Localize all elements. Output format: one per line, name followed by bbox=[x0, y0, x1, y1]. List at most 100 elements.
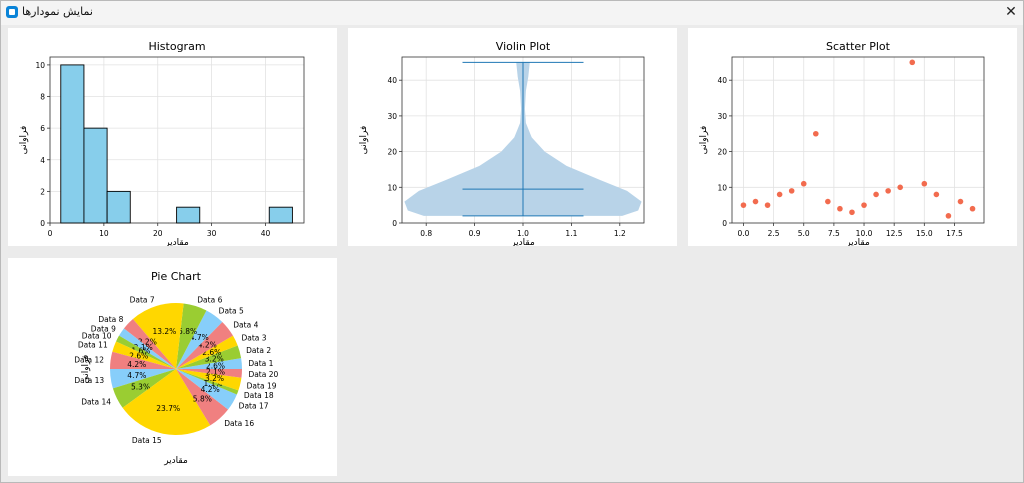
scatter-point bbox=[969, 205, 976, 212]
pie-slice-label: Data 15 bbox=[132, 436, 162, 445]
window-title: نمایش نمودارها bbox=[22, 5, 93, 18]
x-axis-label: مقادیر bbox=[845, 238, 870, 246]
pie-slice-label: Data 12 bbox=[74, 355, 104, 364]
x-tick-label: 1.2 bbox=[614, 229, 626, 238]
scatter-point bbox=[752, 198, 759, 205]
pie-slice bbox=[116, 335, 176, 369]
histogram-panel: Histogram 0 10 20 30 40 0 2 4 6 8 10 مقادیر فراوانی bbox=[8, 28, 337, 246]
close-button[interactable]: ✕ bbox=[1005, 4, 1017, 20]
pie-percent-label: 2.1% bbox=[134, 343, 153, 352]
x-tick-label: 1.1 bbox=[565, 229, 577, 238]
pie-slice bbox=[110, 369, 176, 389]
pie-percent-label: 4.2% bbox=[198, 341, 217, 350]
y-tick-label: 6 bbox=[40, 124, 45, 133]
pie-percent-label: 5.3% bbox=[131, 383, 150, 392]
chart-title: Pie Chart bbox=[151, 270, 202, 283]
pie-slice bbox=[176, 369, 229, 426]
scatter-point bbox=[800, 180, 807, 187]
histogram-chart: Histogram 0 10 20 30 40 0 2 4 6 8 10 مقادیر فراوانی bbox=[19, 40, 305, 246]
y-tick-label: 10 bbox=[35, 61, 45, 70]
histogram-bar bbox=[176, 206, 201, 224]
x-tick-label: 2.5 bbox=[768, 229, 780, 238]
pie-slice-label: Data 4 bbox=[233, 320, 258, 329]
histogram-bar bbox=[268, 206, 293, 224]
pie-slice bbox=[176, 369, 239, 395]
x-axis-label: مقادیر bbox=[163, 456, 188, 466]
pie-percent-label: 4.7% bbox=[190, 333, 209, 342]
pie-slice-label: Data 14 bbox=[81, 397, 111, 406]
pie-percent-label: 2.6% bbox=[129, 352, 148, 361]
x-tick-label: 30 bbox=[207, 229, 217, 238]
scatter-point bbox=[897, 184, 904, 191]
scatter-point bbox=[788, 188, 795, 194]
pie-slice bbox=[112, 341, 176, 369]
pie-percent-label: 3.2% bbox=[205, 355, 224, 364]
scatter-point bbox=[837, 205, 843, 212]
pie-percent-label: 1.6% bbox=[131, 347, 150, 356]
x-tick-label: 5.0 bbox=[798, 229, 810, 238]
title-bar: نمایش نمودارها ✕ bbox=[1, 1, 1023, 25]
histogram-bar bbox=[60, 64, 85, 224]
pie-slice bbox=[132, 303, 184, 369]
violin-panel: Violin Plot 0.8 0.9 1.0 1.1 1.2 0 10 20 30 40 مقادی… bbox=[348, 28, 677, 246]
scatter-point bbox=[764, 202, 771, 208]
pie-slice bbox=[119, 328, 176, 369]
scatter-point bbox=[921, 180, 928, 187]
pie-slice-label: Data 8 bbox=[98, 315, 123, 324]
pie-slice bbox=[176, 369, 242, 391]
scatter-point bbox=[861, 202, 867, 208]
pie-percent-label: 1.1% bbox=[203, 379, 222, 388]
pie-slice-label: Data 6 bbox=[197, 296, 222, 305]
y-axis-label: فراوانی bbox=[81, 355, 91, 384]
scatter-point bbox=[885, 188, 891, 194]
y-tick-label: 0 bbox=[392, 219, 397, 228]
pie-slice-label: Data 7 bbox=[130, 296, 155, 305]
x-tick-label: 17.5 bbox=[946, 229, 963, 238]
y-tick-label: 20 bbox=[387, 148, 397, 157]
x-tick-label: 20 bbox=[153, 229, 163, 238]
y-axis-label: فراوانی bbox=[359, 126, 369, 155]
pie-percent-label: 3.2% bbox=[205, 374, 224, 383]
y-tick-label: 30 bbox=[387, 112, 397, 121]
pie-slice-label: Data 5 bbox=[219, 306, 244, 315]
x-tick-label: 1.0 bbox=[517, 229, 529, 238]
violin-chart: Violin Plot 0.8 0.9 1.0 1.1 1.2 0 10 20 30 40 مقادی… bbox=[359, 40, 645, 246]
scatter-point bbox=[812, 130, 819, 137]
y-tick-label: 0 bbox=[722, 219, 727, 228]
pie-percent-label: 4.7% bbox=[127, 371, 146, 380]
pie-slice-label: Data 1 bbox=[248, 359, 273, 368]
pie-slice bbox=[176, 303, 207, 369]
pie-slice bbox=[176, 369, 242, 378]
y-tick-label: 4 bbox=[40, 156, 45, 165]
app-icon bbox=[6, 6, 18, 18]
pie-slice-label: Data 16 bbox=[224, 419, 254, 428]
x-tick-label: 15.0 bbox=[916, 229, 933, 238]
y-axis-label: فراوانی bbox=[699, 126, 709, 155]
pie-slice-label: Data 19 bbox=[247, 382, 277, 391]
x-tick-label: 10.0 bbox=[856, 229, 873, 238]
pie-percent-label: 4.2% bbox=[201, 385, 220, 394]
x-tick-label: 0.9 bbox=[469, 229, 481, 238]
pie-slice bbox=[176, 345, 242, 369]
scatter-point bbox=[957, 198, 964, 205]
pie-slice-label: Data 9 bbox=[91, 324, 116, 333]
scatter-chart: Scatter Plot 0.0 2.5 5.0 7.5 10.0 12.5 15.0 17.5… bbox=[699, 40, 985, 246]
y-tick-label: 20 bbox=[717, 148, 727, 157]
y-tick-label: 30 bbox=[717, 112, 727, 121]
pie-slice bbox=[110, 351, 176, 369]
scatter-point bbox=[933, 191, 940, 198]
pie-slice-label: Data 18 bbox=[244, 391, 274, 400]
pie-slice bbox=[123, 318, 176, 369]
pie-slice-label: Data 20 bbox=[248, 370, 278, 379]
pie-slice bbox=[112, 369, 176, 408]
pie-percent-label: 2.6% bbox=[206, 362, 225, 371]
scatter-point bbox=[825, 198, 831, 205]
pie-slice-label: Data 10 bbox=[82, 332, 112, 341]
pie-slice-label: Data 17 bbox=[239, 402, 269, 411]
pie-slice bbox=[176, 335, 238, 369]
x-tick-label: 0.0 bbox=[737, 229, 749, 238]
chart-title: Histogram bbox=[148, 40, 205, 53]
scatter-panel: Scatter Plot 0.0 2.5 5.0 7.5 10.0 12.5 15.0 17.5… bbox=[688, 28, 1017, 246]
pie-percent-label: 4.2% bbox=[127, 360, 146, 369]
